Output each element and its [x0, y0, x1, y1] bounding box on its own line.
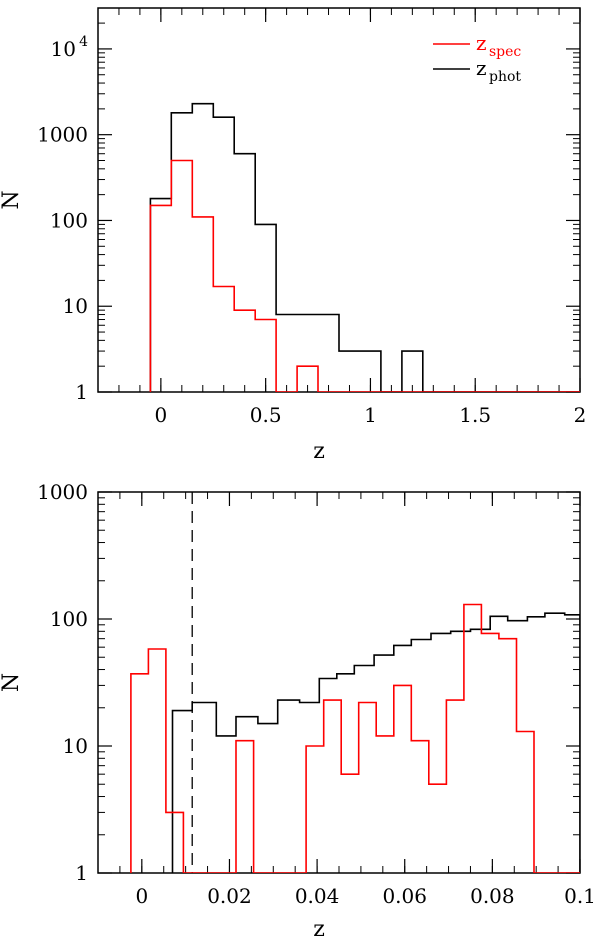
y-tick-label: 10 [63, 294, 88, 318]
x-tick-label: 0 [135, 884, 148, 908]
x-tick-label: 2 [574, 403, 587, 427]
x-tick-label: 0 [155, 403, 168, 427]
x-tick-label: 0.5 [250, 403, 282, 427]
histogram-series-spec [130, 603, 580, 873]
x-tick-label: 1 [364, 403, 377, 427]
y-tick-label: 1 [75, 380, 88, 404]
y-tick-label: 1 [75, 861, 88, 885]
x-tick-label: 0.08 [470, 884, 515, 908]
histogram-series-spec [149, 159, 580, 392]
x-tick-label: 1.5 [459, 403, 491, 427]
x-tick-label: 0.02 [207, 884, 252, 908]
histogram-series-phot [171, 612, 580, 873]
y-axis-label: N [0, 190, 24, 209]
y-tick-label: 100 [50, 208, 88, 232]
x-axis-label: z [313, 439, 325, 464]
x-tick-label: 0.06 [382, 884, 427, 908]
x-tick-label: 0.04 [295, 884, 340, 908]
y-tick-label: 10 [51, 37, 76, 61]
legend-label: z [476, 31, 487, 55]
legend-label-subscript: spec [489, 44, 521, 60]
legend-label-subscript: phot [489, 69, 521, 85]
x-tick-label: 0.1 [564, 884, 596, 908]
plot-frame [97, 491, 581, 874]
y-tick-label: 1000 [37, 480, 88, 504]
y-tick-label: 10 [63, 734, 88, 758]
y-tick-label-exponent: 4 [79, 34, 88, 50]
histogram-series-phot [149, 102, 580, 392]
chart-panel-2: 0 0.02 0.04 0.06 0.08 0.1 1 10 100 1000 z N [0, 480, 596, 938]
legend-label: z [476, 56, 487, 80]
x-axis-label: z [313, 917, 325, 938]
y-tick-label: 100 [50, 607, 88, 631]
y-tick-label: 1000 [37, 123, 88, 147]
y-axis-label: N [0, 673, 24, 692]
